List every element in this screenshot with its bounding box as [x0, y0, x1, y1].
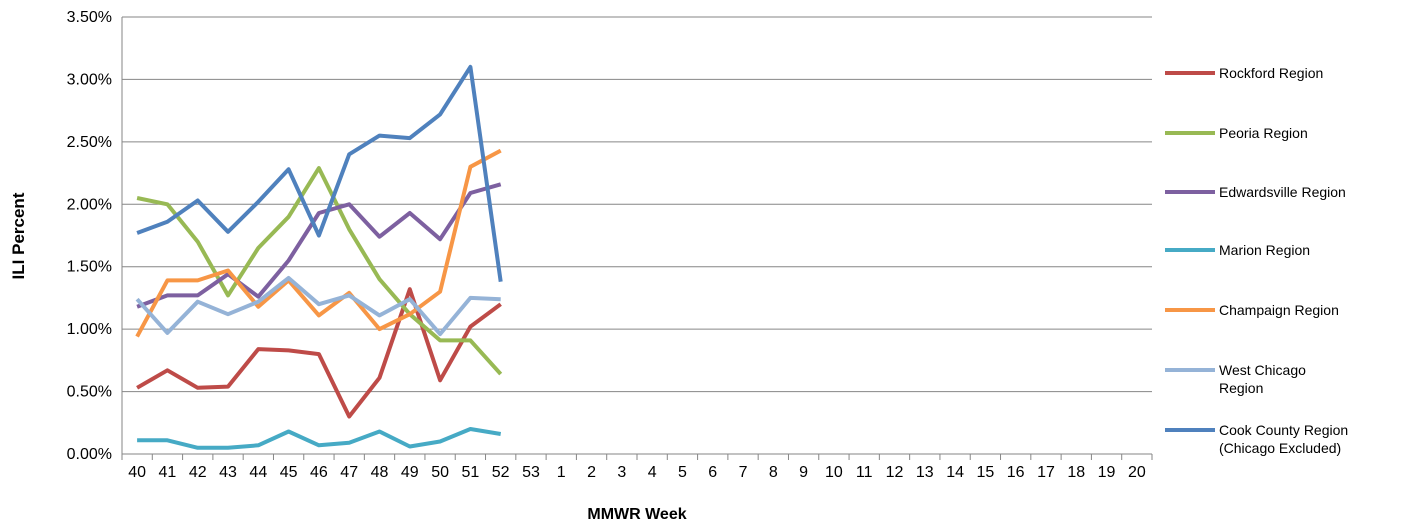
x-tick-label: 17 [1037, 464, 1055, 481]
x-tick-label: 53 [522, 464, 540, 481]
series-line [136, 166, 503, 376]
x-tick-label: 11 [856, 464, 873, 481]
x-tick-label: 6 [708, 464, 717, 481]
x-tick-label: 18 [1067, 464, 1085, 481]
legend-label: Champaign Region [1219, 302, 1339, 318]
x-tick-label: 9 [799, 464, 808, 481]
series-line [137, 427, 502, 450]
x-tick-label: 7 [739, 464, 748, 481]
x-tick-label: 49 [401, 464, 419, 481]
x-tick-label: 3 [617, 464, 626, 481]
legend-label: Marion Region [1219, 242, 1311, 258]
x-tick-label: 13 [916, 464, 934, 481]
series-line [135, 148, 502, 338]
legend-label: Rockford Region [1219, 65, 1324, 81]
y-tick-label: 1.50% [67, 259, 112, 276]
x-tick-label: 42 [189, 464, 207, 481]
y-tick-label: 2.00% [67, 196, 112, 213]
x-tick-label: 19 [1098, 464, 1116, 481]
y-tick-label: 2.50% [67, 134, 112, 151]
series-line [136, 182, 502, 309]
x-tick-label: 10 [825, 464, 843, 481]
x-tick-label: 14 [946, 464, 964, 481]
x-tick-label: 47 [340, 464, 358, 481]
x-tick-label: 8 [769, 464, 778, 481]
legend-label: Cook County Region (Chicago Excluded) [1219, 422, 1349, 456]
x-tick-label: 45 [280, 464, 298, 481]
x-tick-label: 46 [310, 464, 328, 481]
y-axis-title: ILI Percent [9, 192, 28, 279]
x-tick-label: 41 [159, 464, 177, 481]
x-tick-label: 20 [1128, 464, 1146, 481]
y-tick-label: 3.00% [67, 71, 112, 88]
x-tick-label: 12 [886, 464, 904, 481]
y-tick-label: 0.50% [67, 384, 112, 401]
x-tick-label: 16 [1007, 464, 1025, 481]
x-tick-label: 51 [461, 464, 479, 481]
x-tick-label: 44 [249, 464, 267, 481]
series-line [135, 276, 501, 337]
x-tick-label: 52 [492, 464, 510, 481]
y-tick-label: 1.00% [67, 321, 112, 338]
y-tick-label: 3.50% [67, 9, 112, 26]
x-tick-label: 15 [976, 464, 994, 481]
x-tick-label: 48 [371, 464, 389, 481]
x-axis-title: MMWR Week [587, 506, 686, 523]
legend-label: West Chicago Region [1219, 362, 1306, 396]
series-line [136, 287, 502, 419]
x-tick-label: 50 [431, 464, 449, 481]
x-tick-label: 5 [678, 464, 687, 481]
x-tick-label: 1 [557, 464, 566, 481]
legend-label: Edwardsville Region [1219, 184, 1346, 200]
x-tick-label: 43 [219, 464, 237, 481]
legend-label: Peoria Region [1219, 125, 1308, 141]
series-line [136, 64, 503, 282]
x-tick-label: 4 [648, 464, 657, 481]
y-tick-label: 0.00% [67, 446, 112, 463]
x-tick-label: 40 [128, 464, 146, 481]
x-tick-label: 2 [587, 464, 596, 481]
